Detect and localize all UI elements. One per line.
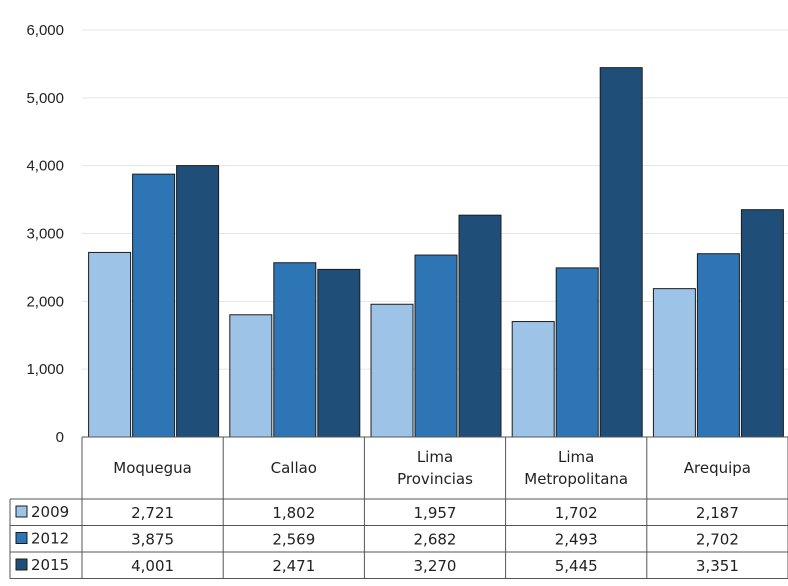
- category-label-line: Moquegua: [113, 459, 192, 477]
- table-cell-value: 5,445: [555, 557, 598, 575]
- table-cell-value: 2,471: [272, 557, 315, 575]
- bar: [600, 68, 642, 437]
- bar: [415, 255, 457, 437]
- category-label-line: Lima: [417, 448, 453, 466]
- table-cell-value: 1,702: [555, 504, 598, 522]
- legend-key: [16, 506, 27, 517]
- table-cell-value: 2,721: [131, 504, 174, 522]
- bar: [741, 210, 783, 437]
- legend-label: 2009: [31, 503, 69, 521]
- bar: [274, 263, 316, 437]
- category-label-line: Lima: [558, 448, 594, 466]
- category-label: Lima Provincias: [397, 448, 473, 488]
- category-label: Callao: [271, 459, 317, 477]
- legend-key: [16, 559, 27, 570]
- table-cell-value: 2,702: [696, 531, 739, 549]
- bar: [318, 269, 360, 437]
- table-cell-value: 2,493: [555, 531, 598, 549]
- table-cell-value: 3,351: [696, 557, 739, 575]
- bar: [512, 322, 554, 437]
- y-tick-label: 3,000: [26, 226, 64, 243]
- category-label-line: Provincias: [397, 470, 473, 488]
- bar: [653, 289, 695, 437]
- table-cell-value: 3,270: [414, 557, 457, 575]
- y-tick-label: 1,000: [26, 361, 64, 378]
- bar: [459, 215, 501, 437]
- legend-key: [16, 533, 27, 544]
- table-cell-value: 4,001: [131, 557, 174, 575]
- y-tick-label: 2,000: [26, 293, 64, 310]
- category-label-line: Arequipa: [684, 459, 751, 477]
- y-tick-label: 0: [56, 429, 64, 446]
- category-label: Lima Metropolitana: [524, 448, 628, 488]
- table-cell-value: 1,957: [414, 504, 457, 522]
- table-cell-value: 2,187: [696, 504, 739, 522]
- y-tick-label: 5,000: [26, 90, 64, 107]
- category-label: Moquegua: [113, 459, 192, 477]
- bar: [697, 254, 739, 437]
- category-label-line: Metropolitana: [524, 470, 628, 488]
- table-cell-value: 2,569: [272, 531, 315, 549]
- table-cell-value: 1,802: [272, 504, 315, 522]
- bar: [133, 174, 175, 437]
- y-tick-label: 4,000: [26, 158, 64, 175]
- table-cell-value: 3,875: [131, 531, 174, 549]
- bar: [177, 166, 219, 437]
- bar: [230, 315, 272, 437]
- legend-label: 2012: [31, 530, 69, 548]
- category-label-line: Callao: [271, 459, 317, 477]
- category-label: Arequipa: [684, 459, 751, 477]
- y-tick-label: 6,000: [26, 22, 64, 39]
- bar: [556, 268, 598, 437]
- bar: [89, 252, 131, 437]
- legend-label: 2015: [31, 556, 69, 574]
- bar: [371, 304, 413, 437]
- table-cell-value: 2,682: [414, 531, 457, 549]
